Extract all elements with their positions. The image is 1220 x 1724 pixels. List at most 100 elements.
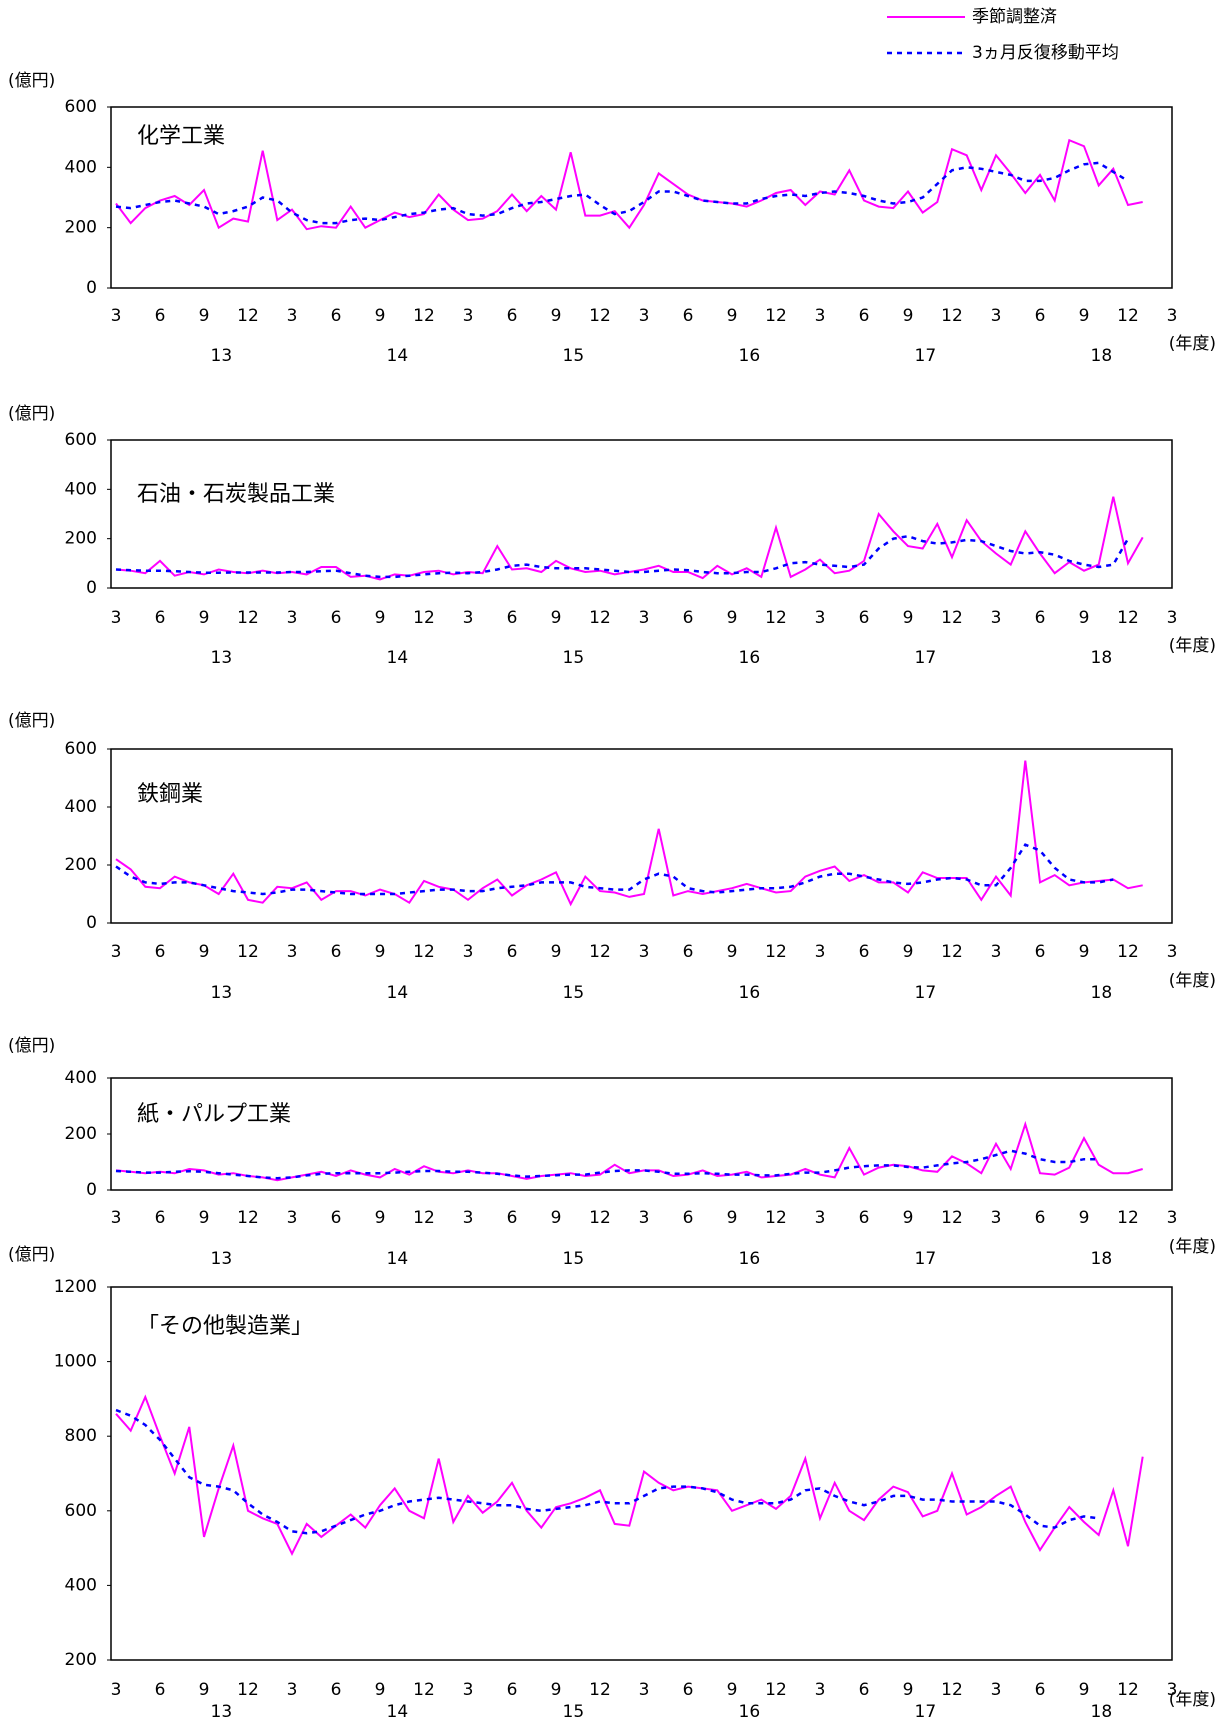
- plot-frame: [110, 1077, 1173, 1191]
- x-tick-label: 6: [1035, 942, 1046, 962]
- x-tick-label: 12: [237, 306, 259, 326]
- x-tick-label: 3: [463, 608, 474, 628]
- x-tick-label: 3: [1167, 608, 1178, 628]
- x-tick-label: 12: [1117, 1208, 1139, 1228]
- x-tick-label: 9: [1079, 1680, 1090, 1700]
- x-tick-label: 3: [815, 608, 826, 628]
- x-tick-label: 6: [859, 1680, 870, 1700]
- x-tick-label: 12: [589, 608, 611, 628]
- y-tick-label: 200: [65, 1124, 97, 1144]
- x-tick-label: 6: [683, 1680, 694, 1700]
- x-tick-label: 9: [551, 608, 562, 628]
- x-tick-label: 12: [413, 1208, 435, 1228]
- plot-frame: [110, 748, 1173, 924]
- x-unit-label: (年度): [1169, 636, 1216, 656]
- x-tick-label: 9: [1079, 1208, 1090, 1228]
- x-tick-label: 3: [815, 306, 826, 326]
- x-tick-label: 3: [287, 942, 298, 962]
- x-tick-label: 12: [237, 1208, 259, 1228]
- x-tick-label: 9: [199, 1208, 210, 1228]
- y-tick-label: 200: [65, 855, 97, 875]
- x-tick-label: 9: [1079, 608, 1090, 628]
- x-tick-label: 9: [375, 1680, 386, 1700]
- x-tick-label: 3: [463, 1208, 474, 1228]
- x-tick-label: 3: [815, 1208, 826, 1228]
- year-label: 18: [1091, 346, 1113, 366]
- x-tick-label: 9: [375, 1208, 386, 1228]
- x-tick-label: 9: [551, 1208, 562, 1228]
- year-label: 13: [211, 983, 233, 1003]
- x-tick-label: 6: [155, 1680, 166, 1700]
- year-label: 14: [387, 648, 409, 668]
- y-tick-label: 0: [86, 1180, 97, 1200]
- year-label: 18: [1091, 1249, 1113, 1269]
- x-tick-label: 3: [815, 1680, 826, 1700]
- x-tick-label: 3: [991, 1208, 1002, 1228]
- y-tick-label: 600: [65, 1501, 97, 1521]
- x-tick-label: 6: [1035, 1680, 1046, 1700]
- year-label: 17: [915, 1702, 937, 1722]
- y-tick-label: 400: [65, 1068, 97, 1088]
- x-tick-label: 12: [589, 1208, 611, 1228]
- x-unit-label: (年度): [1169, 971, 1216, 991]
- x-tick-label: 12: [765, 306, 787, 326]
- chart-title: 石油・石炭製品工業: [137, 482, 335, 507]
- moving-average-line: [115, 161, 1129, 225]
- year-label: 13: [211, 648, 233, 668]
- x-tick-label: 3: [111, 942, 122, 962]
- x-tick-label: 12: [413, 306, 435, 326]
- year-label: 17: [915, 1249, 937, 1269]
- year-label: 15: [563, 1702, 585, 1722]
- y-tick-label: 400: [65, 479, 97, 499]
- x-tick-label: 12: [941, 942, 963, 962]
- x-tick-label: 9: [903, 942, 914, 962]
- x-tick-label: 3: [287, 306, 298, 326]
- adjusted-line: [115, 496, 1144, 581]
- year-label: 14: [387, 983, 409, 1003]
- x-tick-label: 12: [765, 942, 787, 962]
- x-tick-label: 9: [375, 608, 386, 628]
- x-tick-label: 3: [287, 608, 298, 628]
- x-tick-label: 12: [589, 942, 611, 962]
- x-tick-label: 6: [859, 1208, 870, 1228]
- year-label: 16: [739, 648, 761, 668]
- x-tick-label: 6: [859, 608, 870, 628]
- x-tick-label: 3: [639, 608, 650, 628]
- x-tick-label: 12: [941, 608, 963, 628]
- chart-title: 「その他製造業」: [137, 1314, 313, 1339]
- year-label: 15: [563, 1249, 585, 1269]
- x-tick-label: 12: [237, 1680, 259, 1700]
- x-tick-label: 9: [551, 1680, 562, 1700]
- legend-label: 季節調整済: [972, 7, 1057, 27]
- x-tick-label: 12: [765, 1208, 787, 1228]
- x-tick-label: 12: [1117, 1680, 1139, 1700]
- x-tick-label: 3: [463, 1680, 474, 1700]
- x-tick-label: 12: [237, 608, 259, 628]
- x-tick-label: 6: [507, 608, 518, 628]
- x-tick-label: 3: [1167, 306, 1178, 326]
- year-label: 13: [211, 1702, 233, 1722]
- y-tick-label: 0: [86, 913, 97, 933]
- x-tick-label: 6: [683, 306, 694, 326]
- x-tick-label: 3: [639, 306, 650, 326]
- y-tick-label: 1200: [54, 1277, 97, 1297]
- year-label: 15: [563, 983, 585, 1003]
- x-tick-label: 3: [1167, 1680, 1178, 1700]
- x-tick-label: 3: [111, 306, 122, 326]
- x-tick-label: 3: [111, 1680, 122, 1700]
- x-tick-label: 6: [859, 942, 870, 962]
- x-tick-label: 3: [639, 942, 650, 962]
- x-tick-label: 3: [991, 942, 1002, 962]
- x-unit-label: (年度): [1169, 1690, 1216, 1710]
- year-label: 16: [739, 1702, 761, 1722]
- x-tick-label: 6: [331, 1208, 342, 1228]
- x-tick-label: 9: [1079, 942, 1090, 962]
- x-tick-label: 12: [765, 608, 787, 628]
- x-tick-label: 3: [111, 608, 122, 628]
- y-tick-label: 0: [86, 278, 97, 298]
- x-tick-label: 6: [683, 608, 694, 628]
- x-tick-label: 12: [413, 1680, 435, 1700]
- x-tick-label: 3: [815, 942, 826, 962]
- x-tick-label: 9: [727, 608, 738, 628]
- year-label: 18: [1091, 983, 1113, 1003]
